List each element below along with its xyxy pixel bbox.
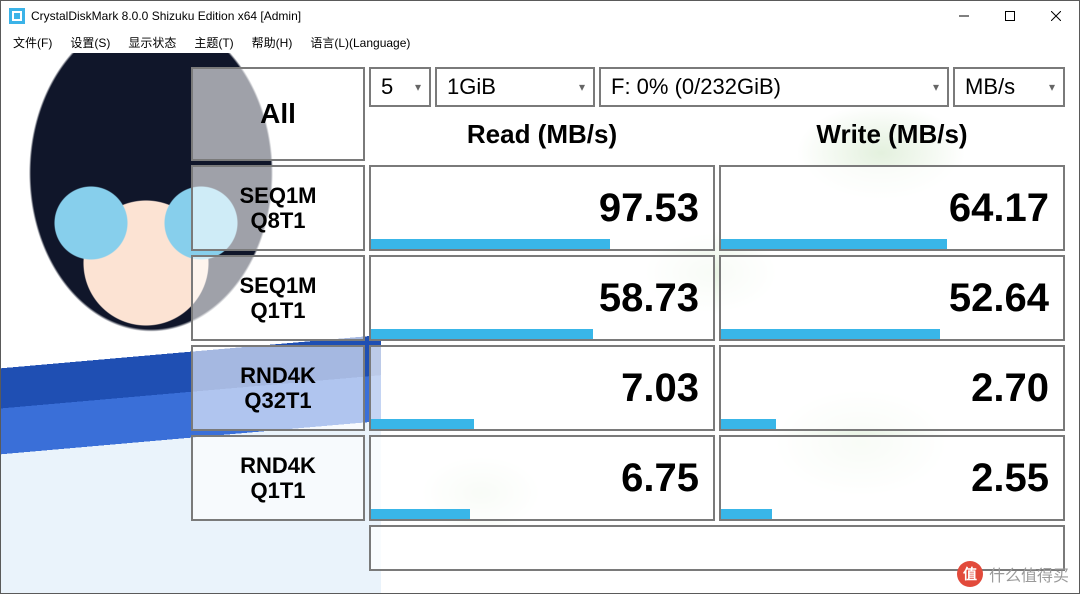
read-progress-bar (371, 329, 593, 339)
menubar: 文件(F) 设置(S) 显示状态 主题(T) 帮助(H) 语言(L)(Langu… (1, 31, 1079, 53)
unit-select[interactable]: MB/s ▾ (953, 67, 1065, 107)
status-row-spacer (191, 525, 365, 571)
selector-row: 5 ▾ 1GiB ▾ F: 0% (0/232GiB) ▾ MB/s (369, 67, 1065, 107)
test-button-seq1m-q8t1[interactable]: SEQ1MQ8T1 (191, 165, 365, 251)
drive-value: F: 0% (0/232GiB) (611, 74, 781, 100)
status-row (191, 525, 1065, 571)
write-progress-bar (721, 239, 947, 249)
menu-theme[interactable]: 主题(T) (186, 32, 241, 53)
menu-display[interactable]: 显示状态 (120, 32, 184, 53)
test-label-line2: Q1T1 (250, 478, 305, 503)
app-window: CrystalDiskMark 8.0.0 Shizuku Edition x6… (0, 0, 1080, 594)
unit-value: MB/s (965, 74, 1015, 100)
test-row: SEQ1MQ1T1 58.73 52.64 (191, 255, 1065, 341)
write-column-header: Write (MB/s) (719, 119, 1065, 150)
content-area: All 5 ▾ 1GiB ▾ F: 0% (0/232GiB) (1, 53, 1079, 593)
test-label-line1: SEQ1M (239, 273, 316, 298)
test-row: RND4KQ1T1 6.75 2.55 (191, 435, 1065, 521)
test-size-select[interactable]: 1GiB ▾ (435, 67, 595, 107)
close-button[interactable] (1033, 1, 1079, 31)
write-value-cell: 52.64 (719, 255, 1065, 341)
titlebar[interactable]: CrystalDiskMark 8.0.0 Shizuku Edition x6… (1, 1, 1079, 31)
menu-settings[interactable]: 设置(S) (62, 32, 118, 53)
test-label-line1: RND4K (240, 363, 316, 388)
menu-help[interactable]: 帮助(H) (244, 32, 301, 53)
read-value-cell: 58.73 (369, 255, 715, 341)
watermark-text: 什么值得买 (989, 562, 1069, 586)
test-label-line1: RND4K (240, 453, 316, 478)
write-value: 64.17 (949, 186, 1049, 231)
read-value: 7.03 (621, 366, 699, 411)
read-value: 6.75 (621, 456, 699, 501)
test-button-rnd4k-q1t1[interactable]: RND4KQ1T1 (191, 435, 365, 521)
test-label-line2: Q32T1 (244, 388, 311, 413)
read-value: 58.73 (599, 276, 699, 321)
read-progress-bar (371, 239, 610, 249)
chevron-down-icon: ▾ (415, 80, 421, 94)
test-count-value: 5 (381, 74, 393, 100)
chevron-down-icon: ▾ (579, 80, 585, 94)
minimize-button[interactable] (941, 1, 987, 31)
drive-select[interactable]: F: 0% (0/232GiB) ▾ (599, 67, 949, 107)
test-count-select[interactable]: 5 ▾ (369, 67, 431, 107)
chevron-down-icon: ▾ (1049, 80, 1055, 94)
test-label-line2: Q1T1 (250, 298, 305, 323)
test-button-rnd4k-q32t1[interactable]: RND4KQ32T1 (191, 345, 365, 431)
read-value-cell: 7.03 (369, 345, 715, 431)
test-label-line1: SEQ1M (239, 183, 316, 208)
read-column-header: Read (MB/s) (369, 119, 715, 150)
test-button-seq1m-q1t1[interactable]: SEQ1MQ1T1 (191, 255, 365, 341)
benchmark-grid: All 5 ▾ 1GiB ▾ F: 0% (0/232GiB) (191, 67, 1065, 579)
test-size-value: 1GiB (447, 74, 496, 100)
write-value-cell: 2.70 (719, 345, 1065, 431)
test-row: RND4KQ32T1 7.03 2.70 (191, 345, 1065, 431)
read-value-cell: 97.53 (369, 165, 715, 251)
write-value: 52.64 (949, 276, 1049, 321)
test-row: SEQ1MQ8T1 97.53 64.17 (191, 165, 1065, 251)
menu-file[interactable]: 文件(F) (5, 32, 60, 53)
header-right: 5 ▾ 1GiB ▾ F: 0% (0/232GiB) ▾ MB/s (369, 67, 1065, 161)
write-value: 2.70 (971, 366, 1049, 411)
test-label-line2: Q8T1 (250, 208, 305, 233)
chevron-down-icon: ▾ (933, 80, 939, 94)
window-title: CrystalDiskMark 8.0.0 Shizuku Edition x6… (31, 9, 941, 23)
watermark-badge: 值 (957, 561, 983, 587)
write-progress-bar (721, 329, 940, 339)
read-progress-bar (371, 419, 474, 429)
menu-language[interactable]: 语言(L)(Language) (302, 32, 418, 53)
read-progress-bar (371, 509, 470, 519)
write-progress-bar (721, 509, 772, 519)
app-icon (9, 8, 25, 24)
write-value-cell: 64.17 (719, 165, 1065, 251)
run-all-label: All (260, 98, 296, 130)
column-headers: Read (MB/s) Write (MB/s) (369, 107, 1065, 161)
window-buttons (941, 1, 1079, 31)
write-value: 2.55 (971, 456, 1049, 501)
maximize-button[interactable] (987, 1, 1033, 31)
run-all-button[interactable]: All (191, 67, 365, 161)
write-progress-bar (721, 419, 776, 429)
read-value-cell: 6.75 (369, 435, 715, 521)
read-value: 97.53 (599, 186, 699, 231)
watermark: 值 什么值得买 (957, 561, 1069, 587)
header-row: All 5 ▾ 1GiB ▾ F: 0% (0/232GiB) (191, 67, 1065, 161)
write-value-cell: 2.55 (719, 435, 1065, 521)
